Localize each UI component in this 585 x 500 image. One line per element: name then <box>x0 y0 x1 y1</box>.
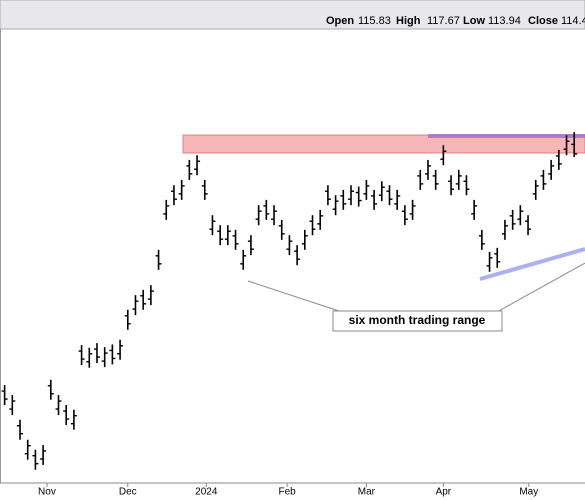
resistance-zone <box>182 134 585 154</box>
x-tick-label: Mar <box>358 487 376 498</box>
x-tick-label: Apr <box>436 487 452 498</box>
header-label: Open <box>326 15 354 27</box>
header-label: Low <box>463 15 485 27</box>
header-value: 114.4 <box>561 15 585 27</box>
callout-box <box>332 310 503 332</box>
callout-pointer <box>494 262 585 314</box>
header-label: Close <box>528 15 558 27</box>
x-tick-label: Nov <box>38 487 56 498</box>
x-tick-label: May <box>519 487 538 498</box>
annotation: six month trading range <box>349 313 486 327</box>
bars <box>1 132 578 470</box>
header-value: 115.83 <box>358 15 391 27</box>
header: Open 115.83 High 117.67 Low 113.94 Close 114.4 <box>326 15 585 27</box>
callout-pointer <box>247 280 346 314</box>
header-value: 113.94 <box>488 15 521 27</box>
header-label: High <box>396 15 421 27</box>
x-tick-label: 2024 <box>195 487 218 498</box>
trend-line <box>479 247 585 281</box>
x-tick-label: Feb <box>278 487 296 498</box>
header-bar <box>0 0 585 30</box>
x-tick-label: Dec <box>119 487 137 498</box>
header-value: 117.67 <box>427 15 460 27</box>
